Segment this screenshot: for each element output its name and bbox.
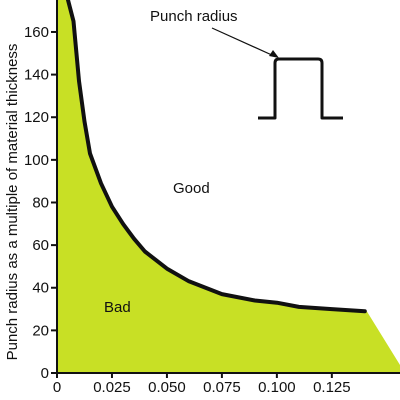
y-tick-label: 100 [24,152,49,169]
bad-region-label: Bad [104,299,131,316]
x-tick-label: 0.025 [93,379,131,396]
x-tick-label: 0.100 [258,379,296,396]
good-region-label: Good [173,180,210,197]
x-tick-label: 0.050 [148,379,186,396]
punch-profile-icon [258,57,343,120]
punch-radius-arrow [211,27,279,58]
y-tick-label: 0 [41,365,49,382]
punch-radius-annotation: Punch radius [150,8,238,25]
y-axis-title: Punch radius as a multiple of material t… [4,44,21,361]
y-tick-label: 80 [32,194,49,211]
axis-ticks: 0 20 40 60 80 100 120 140 160 0 0.025 0.050 0.075 0.1… [24,24,351,396]
y-tick-label: 60 [32,237,49,254]
y-tick-label: 40 [32,280,49,297]
y-tick-label: 140 [24,67,49,84]
x-tick-label: 0.125 [313,379,351,396]
bad-region-area [57,0,400,373]
y-tick-label: 160 [24,24,49,41]
x-tick-label: 0 [53,379,61,396]
x-tick-label: 0.075 [203,379,241,396]
y-tick-label: 120 [24,109,49,126]
good-bad-boundary-curve [66,0,367,314]
y-tick-label: 20 [32,322,49,339]
